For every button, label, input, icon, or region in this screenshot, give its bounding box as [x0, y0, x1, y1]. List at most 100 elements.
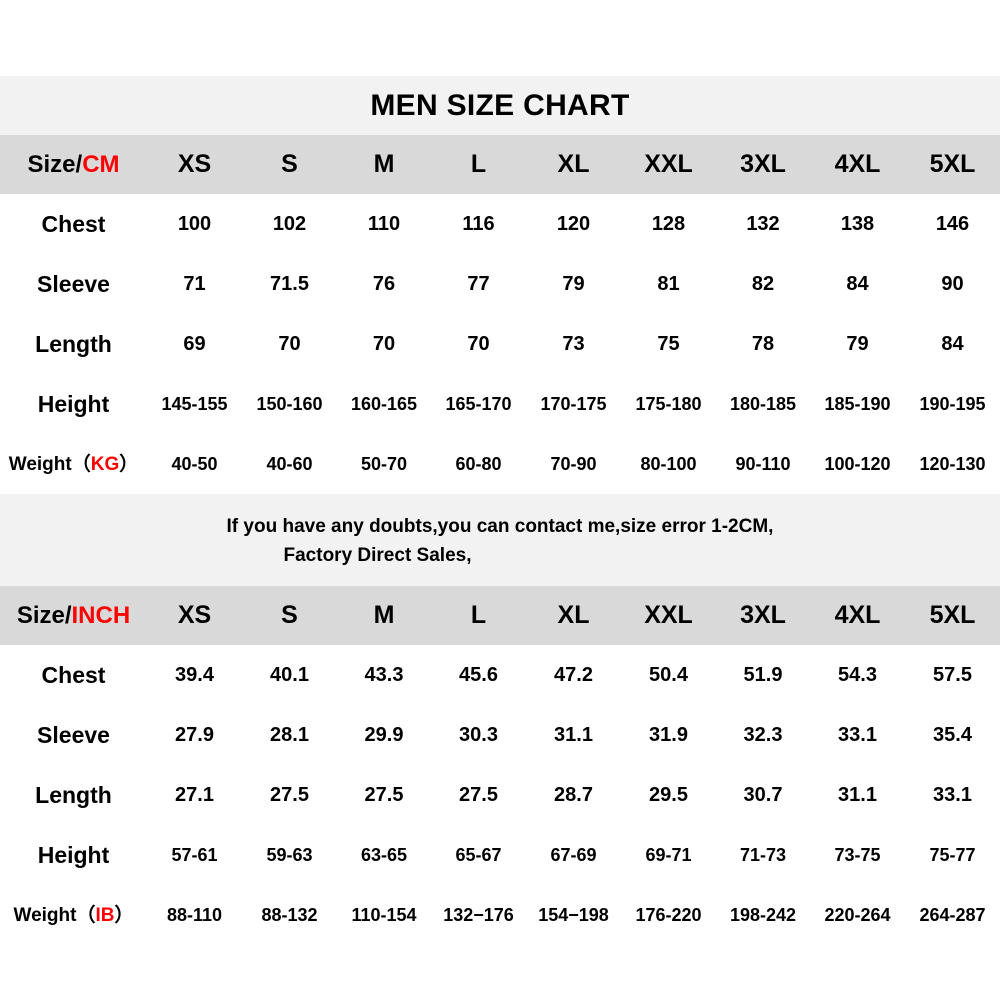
inch-size-header-s: S [281, 601, 298, 629]
cm-length-5xl: 84 [941, 333, 964, 355]
inch-height-3xl: 71-73 [739, 845, 787, 865]
inch-length-xl: 28.7 [554, 784, 593, 806]
cm-table-header-row: Size/CM XS S M L XL XXL 3XL 4XL 5XL [0, 135, 1000, 194]
inch-weight-xs: 88-110 [166, 905, 223, 925]
inch-chest-4xl: 54.3 [838, 664, 877, 686]
cm-sleeve-m: 76 [372, 273, 396, 295]
inch-height-s: 59-63 [266, 845, 313, 865]
cm-sleeve-5xl: 90 [941, 273, 964, 295]
inch-length-s: 27.5 [270, 784, 309, 806]
inch-length-l: 27.5 [459, 784, 498, 806]
cm-size-header-4xl: 4XL [834, 150, 881, 178]
inch-length-xxl: 29.5 [649, 784, 688, 806]
cm-chest-xxl: 128 [651, 213, 686, 235]
inch-chest-3xl: 51.9 [743, 664, 783, 686]
cm-height-s: 150-160 [256, 394, 323, 414]
inch-weight-xxl: 176-220 [635, 905, 702, 925]
inch-weight-m: 110-154 [351, 905, 417, 925]
inch-sleeve-5xl: 35.4 [933, 724, 972, 746]
cm-chest-4xl: 138 [840, 213, 875, 235]
inch-weight-l: 132−176 [443, 905, 514, 925]
cm-length-s: 70 [278, 333, 301, 355]
inch-weight-paren-open: （ [76, 904, 96, 926]
cm-weight-xs: 40-50 [171, 454, 218, 474]
cm-weight-paren-open: （ [71, 453, 91, 475]
inch-size-header-l: L [470, 601, 487, 629]
contact-note-block: If you have any doubts,you can contact m… [0, 494, 1000, 586]
cm-sleeve-l: 77 [467, 273, 490, 295]
inch-chest-l: 45.6 [459, 664, 498, 686]
cm-sleeve-3xl: 82 [751, 273, 775, 295]
page-title: MEN SIZE CHART [370, 88, 630, 122]
inch-height-5xl: 75-77 [929, 845, 976, 865]
inch-size-header-5xl: 5XL [929, 601, 976, 629]
inch-weight-5xl: 264-287 [919, 905, 986, 925]
cm-chest-xl: 120 [556, 213, 591, 235]
note-line-2: Factory Direct Sales, [283, 545, 472, 566]
cm-unit-header-cell: Size/CM [0, 150, 147, 178]
cm-row-sleeve: Sleeve 71 71.5 76 77 79 81 82 84 90 [0, 254, 1000, 314]
cm-row-sleeve-label: Sleeve [37, 270, 110, 297]
inch-height-xl: 67-69 [550, 845, 597, 865]
inch-sleeve-s: 28.1 [270, 724, 309, 746]
inch-length-xs: 27.1 [175, 784, 214, 806]
cm-length-xxl: 75 [657, 333, 680, 355]
cm-chest-l: 116 [462, 213, 495, 235]
inch-size-header-xs: XS [177, 601, 212, 629]
inch-length-4xl: 31.1 [838, 784, 877, 806]
inch-height-xxl: 69-71 [645, 845, 692, 865]
cm-size-header-3xl: 3XL [740, 150, 786, 178]
inch-weight-4xl: 220-264 [824, 905, 891, 925]
cm-weight-unit-label: KG [90, 453, 120, 475]
inch-weight-s: 88-132 [261, 905, 318, 925]
cm-row-height: Height 145-155 150-160 160-165 165-170 1… [0, 374, 1000, 434]
inch-sleeve-xxl: 31.9 [649, 724, 688, 746]
inch-table-header-row: Size/INCH XS S M L XL XXL 3XL 4XL 5XL [0, 586, 1000, 645]
inch-row-sleeve-label: Sleeve [37, 721, 110, 748]
inch-size-header-m: M [373, 601, 395, 629]
inch-size-header-xxl: XXL [644, 601, 693, 629]
cm-length-xs: 69 [183, 333, 206, 355]
inch-height-m: 63-65 [360, 845, 408, 865]
cm-chest-5xl: 146 [935, 213, 970, 235]
inch-row-chest: Chest 39.4 40.1 43.3 45.6 47.2 50.4 51.9… [0, 645, 1000, 705]
inch-chest-5xl: 57.5 [933, 664, 972, 686]
note-line-1: If you have any doubts,you can contact m… [226, 515, 774, 537]
inch-height-l: 65-67 [455, 845, 502, 865]
inch-size-header-4xl: 4XL [834, 601, 881, 629]
cm-sleeve-xs: 71 [183, 273, 206, 295]
inch-weight-3xl: 198-242 [729, 905, 797, 925]
cm-size-header-xxl: XXL [644, 150, 693, 178]
cm-length-3xl: 78 [751, 333, 775, 355]
inch-unit-header-cell: Size/INCH [0, 601, 147, 629]
cm-weight-xxl: 80-100 [640, 454, 697, 474]
inch-weight-paren-close: ） [114, 904, 134, 926]
cm-row-weight-label: Weight（KG） [0, 455, 147, 474]
cm-row-chest: Chest 100 102 110 116 120 128 132 138 14… [0, 194, 1000, 254]
inch-weight-label-text: Weight [13, 904, 77, 926]
cm-size-header-xs: XS [177, 150, 212, 178]
inch-row-weight: Weight（IB） 88-110 88-132 110-154 132−176… [0, 885, 1000, 945]
inch-row-length: Length 27.1 27.5 27.5 27.5 28.7 29.5 30.… [0, 765, 1000, 825]
inch-sleeve-m: 29.9 [364, 724, 404, 746]
cm-sleeve-s: 71.5 [270, 273, 309, 295]
cm-length-4xl: 79 [846, 333, 869, 355]
cm-row-height-label: Height [37, 390, 110, 417]
cm-height-xl: 170-175 [540, 394, 607, 414]
cm-weight-3xl: 90-110 [735, 454, 791, 474]
inch-size-prefix-label: Size/ [16, 601, 72, 629]
cm-size-prefix-label: Size/ [27, 150, 83, 178]
cm-size-header-m: M [373, 150, 395, 178]
cm-chest-3xl: 132 [746, 213, 780, 235]
inch-size-header-3xl: 3XL [740, 601, 786, 629]
top-margin [0, 0, 1000, 76]
inch-sleeve-xl: 31.1 [554, 724, 593, 746]
cm-height-5xl: 190-195 [919, 394, 986, 414]
cm-row-weight: Weight（KG） 40-50 40-60 50-70 60-80 70-90… [0, 434, 1000, 494]
cm-weight-l: 60-80 [455, 454, 502, 474]
inch-row-sleeve: Sleeve 27.9 28.1 29.9 30.3 31.1 31.9 32.… [0, 705, 1000, 765]
cm-height-4xl: 185-190 [824, 394, 891, 414]
cm-weight-m: 50-70 [360, 454, 408, 474]
cm-sleeve-xxl: 81 [657, 273, 680, 295]
